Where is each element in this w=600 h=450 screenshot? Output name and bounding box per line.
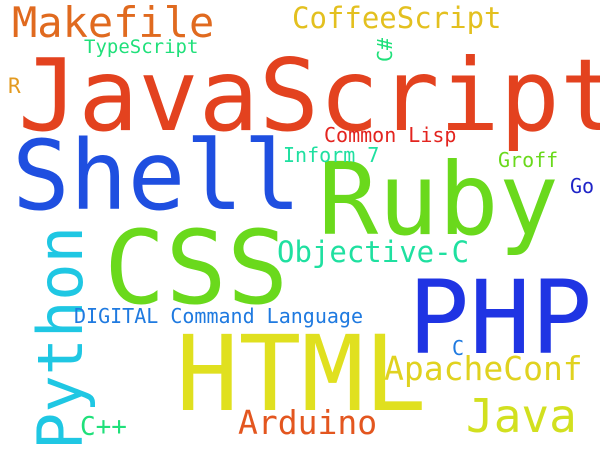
word-typescript: TypeScript (84, 36, 199, 58)
word-makefile: Makefile (12, 0, 215, 47)
word-cpp: C++ (80, 412, 127, 442)
word-dcl: DIGITAL Command Language (74, 304, 363, 328)
word-c: C (452, 336, 465, 360)
word-apacheconf: ApacheConf (384, 349, 583, 388)
word-groff: Groff (498, 148, 559, 172)
word-common-lisp: Common Lisp (324, 123, 457, 147)
word-r: R (8, 74, 21, 98)
word-javascript: JavaScript (18, 37, 600, 154)
word-php: PHP (408, 259, 593, 378)
word-java: Java (466, 389, 577, 443)
word-ruby: Ruby (318, 141, 559, 258)
word-arduino: Arduino (238, 403, 378, 442)
word-objective-c: Objective-C (277, 235, 470, 269)
word-go: Go (570, 174, 595, 198)
word-coffeescript: CoffeeScript (292, 1, 502, 35)
word-html: HTML (176, 313, 427, 435)
word-csharp: C# (373, 37, 397, 62)
word-inform7: Inform 7 (283, 143, 380, 167)
word-css: CSS (104, 209, 289, 328)
word-shell: Shell (12, 120, 301, 232)
